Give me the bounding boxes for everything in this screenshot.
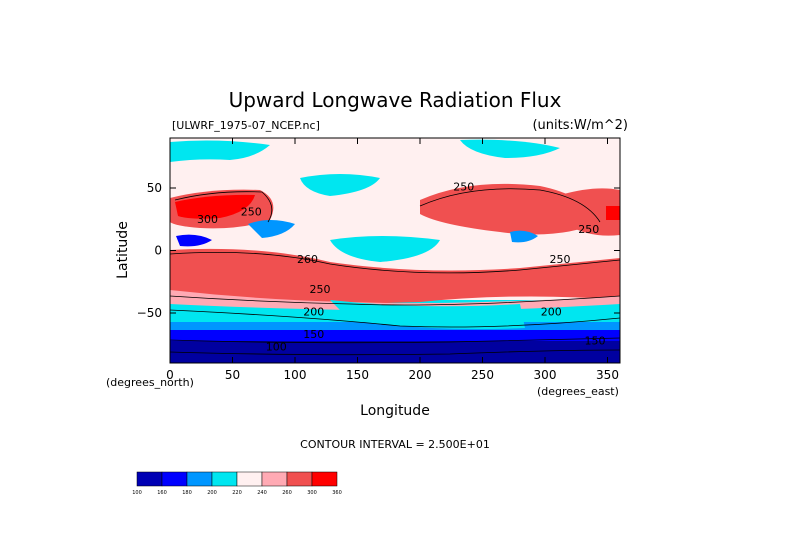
colorbar: 100 160 180 200 220 240 260 300 360 [132, 471, 342, 496]
colorbar-level-label: 100 [132, 490, 142, 496]
warm-south [170, 248, 620, 304]
colorbar-swatch [211, 471, 238, 487]
band-cool-south [170, 322, 620, 332]
colorbar-level-label: 220 [232, 490, 242, 496]
colorbar-swatch [311, 471, 338, 487]
contour-label: 250 [578, 223, 599, 236]
colorbar-swatch [261, 471, 288, 487]
contour-label: 250 [310, 283, 331, 296]
x-ticks: 0 50 100 150 200 250 300 350 [166, 138, 619, 382]
contour-lines [170, 188, 620, 356]
contour-interval: CONTOUR INTERVAL = 2.500E+01 [300, 438, 490, 451]
y-tick-label: −50 [137, 306, 162, 320]
colorbar-swatch [161, 471, 188, 487]
x-tick-label: 150 [346, 368, 369, 382]
contour-label: 250 [550, 253, 571, 266]
contour-label: 150 [585, 334, 606, 347]
x-tick-label: 50 [225, 368, 240, 382]
y-axis-label: Latitude [115, 221, 131, 279]
colorbar-swatch [136, 471, 163, 487]
heatmap-field [170, 138, 620, 363]
x-tick-label: 100 [284, 368, 307, 382]
colorbar-swatch [186, 471, 213, 487]
x-axis-label: Longitude [360, 403, 430, 419]
colorbar-swatch [286, 471, 313, 487]
x-tick-label: 0 [166, 368, 174, 382]
colorbar-level-label: 300 [307, 490, 317, 496]
contour-label: 150 [303, 328, 324, 341]
contour-label: 250 [453, 181, 474, 194]
colorbar-level-label: 160 [157, 490, 167, 496]
x-unit-label: (degrees_east) [537, 385, 619, 398]
x-tick-label: 250 [471, 368, 494, 382]
warm-east [560, 188, 620, 236]
y-tick-label: 0 [154, 244, 162, 258]
x-tick-label: 350 [596, 368, 619, 382]
contour-label: 200 [541, 306, 562, 319]
x-tick-label: 200 [409, 368, 432, 382]
contour-label-group: 300 250 250 250 250 260 250 200 200 150 150 100 [197, 181, 606, 354]
y-unit-label: (degrees_north) [106, 376, 194, 389]
source-label: [ULWRF_1975-07_NCEP.nc] [172, 119, 320, 132]
colorbar-level-label: 180 [182, 490, 192, 496]
colorbar-level-label: 360 [332, 490, 342, 496]
colorbar-level-label: 200 [207, 490, 217, 496]
contour-label: 300 [197, 213, 218, 226]
warm-asia [420, 183, 600, 235]
contour-label: 100 [266, 341, 287, 354]
chart-title: Upward Longwave Radiation Flux [229, 88, 562, 112]
y-tick-label: 50 [147, 181, 162, 195]
colorbar-level-label: 260 [282, 490, 292, 496]
band-deep-south [170, 341, 620, 363]
units-label: (units:W/m^2) [532, 118, 628, 133]
colorbar-level-label: 240 [257, 490, 267, 496]
contour-label: 200 [303, 306, 324, 319]
x-tick-label: 300 [534, 368, 557, 382]
y-ticks: 50 0 −50 [137, 181, 620, 320]
contour-label: 250 [241, 206, 262, 219]
colorbar-swatch [236, 471, 263, 487]
contour-label: 260 [297, 253, 318, 266]
cyan-north-1 [170, 140, 270, 162]
